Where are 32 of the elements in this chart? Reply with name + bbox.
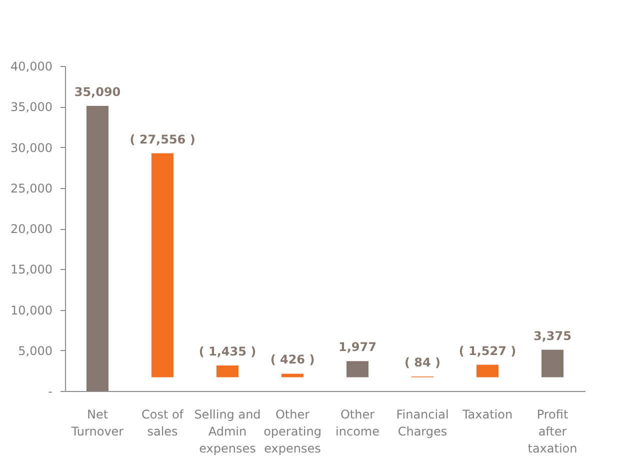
bar xyxy=(86,106,108,391)
x-tick-label: Taxation xyxy=(461,408,513,422)
x-tick-label: Other income xyxy=(336,408,380,438)
x-tick-label: Financial Charges xyxy=(396,408,449,438)
y-tick-label: 15,000 xyxy=(10,262,52,277)
bar xyxy=(216,366,238,378)
y-tick-label: 25,000 xyxy=(10,181,52,196)
x-tick-label: Net Turnover xyxy=(70,408,124,438)
y-tick-label: 10,000 xyxy=(10,303,52,318)
data-label: ( 1,527 ) xyxy=(458,344,516,358)
bar xyxy=(152,153,174,378)
y-tick-label: 5,000 xyxy=(18,344,52,358)
y-tick-label: 30,000 xyxy=(10,140,52,155)
y-tick-label: 20,000 xyxy=(10,222,52,236)
bar xyxy=(346,361,368,378)
data-label: 3,375 xyxy=(534,328,572,343)
y-tick-label: 40,000 xyxy=(10,60,52,74)
x-tick-label: Cost of sales xyxy=(141,408,184,438)
data-label: ( 84 ) xyxy=(404,356,441,370)
data-label: 1,977 xyxy=(338,340,376,354)
bar xyxy=(542,350,564,378)
data-label: ( 426 ) xyxy=(270,352,315,367)
x-tick-label: Profit after taxation xyxy=(528,408,578,456)
bar xyxy=(476,364,498,378)
data-label: ( 1,435 ) xyxy=(198,344,256,359)
x-tick-label: Other operating expenses xyxy=(264,408,322,456)
data-label: 35,090 xyxy=(74,84,121,99)
x-tick-label: Selling and Admin expenses xyxy=(194,408,261,456)
data-label: ( 27,556 ) xyxy=(130,132,196,146)
y-tick-label: 35,000 xyxy=(10,100,52,114)
bar xyxy=(282,374,304,378)
y-tick-label: - xyxy=(48,384,52,398)
